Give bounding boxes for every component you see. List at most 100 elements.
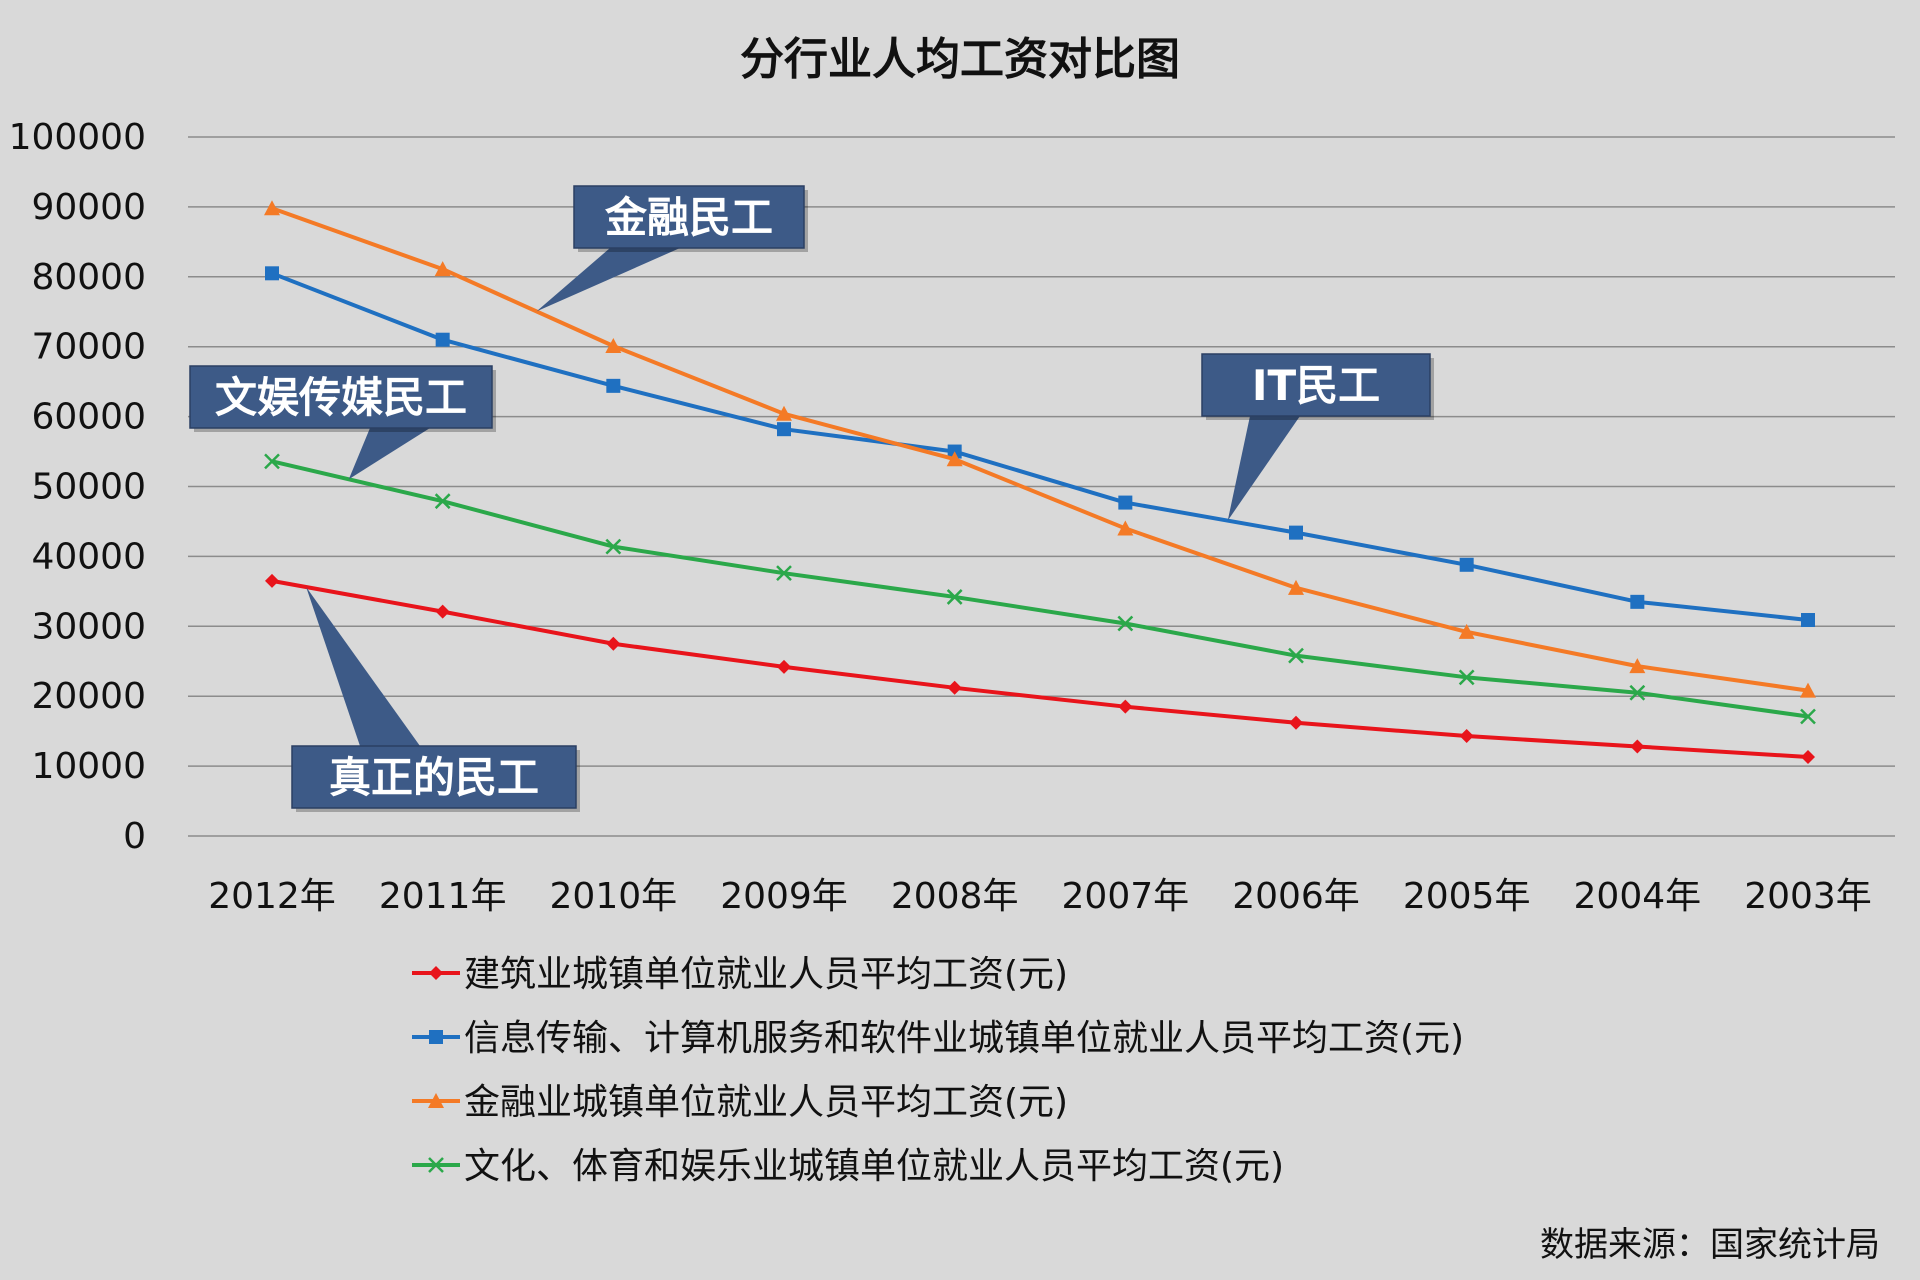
legend-label: 金融业城镇单位就业人员平均工资(元): [464, 1082, 1068, 1123]
data-point: [605, 338, 622, 354]
data-point: [264, 453, 280, 470]
callout: 真正的民工: [291, 587, 580, 812]
data-point: [1801, 750, 1815, 765]
data-point: [606, 378, 621, 393]
y-tick-label: 0: [123, 816, 146, 857]
data-point: [265, 266, 279, 281]
x-tick-label: 2009年: [720, 876, 848, 917]
data-point: [1630, 594, 1645, 609]
data-point: [265, 573, 279, 588]
y-tick-label: 100000: [9, 117, 146, 158]
y-tick-label: 50000: [31, 467, 146, 508]
data-point: [1459, 557, 1474, 572]
legend-swatch-marker: [428, 1157, 444, 1173]
data-point: [776, 405, 792, 421]
callout-box: [291, 745, 577, 809]
data-point: [777, 659, 791, 674]
data-point: [1629, 658, 1646, 674]
callout: IT民工: [1201, 353, 1434, 521]
data-point: [1117, 520, 1134, 536]
data-point: [1800, 708, 1816, 725]
callout-box: [189, 365, 493, 429]
chart-title: 分行业人均工资对比图: [740, 34, 1180, 85]
callout-pointer: [348, 428, 430, 480]
y-tick-label: 20000: [31, 676, 146, 717]
data-point: [435, 332, 450, 347]
y-tick-label: 60000: [31, 397, 146, 438]
data-point: [1288, 579, 1304, 595]
y-tick-label: 30000: [31, 606, 146, 647]
series-line: [271, 459, 1809, 719]
x-tick-label: 2010年: [550, 876, 678, 917]
legend-label: 信息传输、计算机服务和软件业城镇单位就业人员平均工资(元): [464, 1018, 1464, 1059]
y-axis: 0 10000 20000 30000 40000 50000 60000 70000 8000…: [9, 117, 146, 857]
x-tick-label: 2008年: [891, 876, 1019, 917]
legend-swatch-marker: [429, 1030, 443, 1044]
data-point: [434, 261, 451, 277]
legend: 建筑业城镇单位就业人员平均工资(元) 信息传输、计算机服务和软件业城镇单位就业人员…: [412, 954, 1464, 1187]
callout-box: [573, 185, 805, 249]
data-point: [946, 589, 963, 605]
callout-pointer: [1227, 416, 1300, 521]
series-line: [271, 271, 1809, 622]
data-point: [777, 422, 791, 437]
data-point: [1458, 669, 1475, 686]
x-tick-label: 2004年: [1574, 876, 1702, 917]
series-3: [264, 453, 1816, 725]
series-1: [265, 266, 1815, 628]
series-line: [271, 578, 1809, 760]
callout-box: [1201, 353, 1431, 417]
data-point: [1118, 495, 1133, 510]
data-point: [1117, 615, 1134, 632]
series-2: [264, 200, 1816, 698]
x-tick-label: 2005年: [1403, 876, 1531, 917]
data-point: [1801, 613, 1815, 628]
callout-pointer: [536, 248, 680, 312]
legend-swatch-marker: [428, 1093, 444, 1108]
legend-label: 建筑业城镇单位就业人员平均工资(元): [464, 954, 1068, 995]
legend-item: 信息传输、计算机服务和软件业城镇单位就业人员平均工资(元): [412, 1018, 1464, 1059]
x-tick-label: 2006年: [1232, 876, 1360, 917]
source-note: 数据来源：国家统计局: [1540, 1225, 1880, 1265]
data-point: [1629, 684, 1646, 701]
callout-label: 文娱传媒民工: [215, 373, 467, 422]
y-tick-label: 70000: [31, 327, 146, 368]
data-point: [1118, 699, 1133, 714]
callout: 文娱传媒民工: [189, 365, 496, 480]
x-tick-label: 2007年: [1062, 876, 1190, 917]
y-tick-label: 80000: [31, 257, 146, 298]
callout-label: 真正的民工: [329, 753, 539, 802]
data-point: [1458, 623, 1475, 639]
legend-item: 建筑业城镇单位就业人员平均工资(元): [412, 954, 1068, 995]
x-tick-label: 2012年: [208, 876, 336, 917]
data-point: [947, 680, 962, 695]
y-tick-label: 40000: [31, 536, 146, 577]
data-point: [946, 451, 963, 467]
data-point: [1289, 525, 1303, 540]
x-tick-label: 2011年: [379, 876, 507, 917]
data-point: [1288, 647, 1304, 664]
series-line: [271, 206, 1809, 693]
data-point: [606, 636, 621, 651]
series-0: [265, 573, 1815, 765]
y-tick-label: 10000: [31, 746, 146, 787]
data-point: [264, 200, 280, 216]
data-point: [1459, 729, 1474, 744]
data-point: [435, 604, 450, 619]
callout-pointer: [306, 587, 420, 746]
data-point: [776, 565, 792, 582]
legend-item: 金融业城镇单位就业人员平均工资(元): [412, 1082, 1068, 1123]
legend-swatch-marker: [429, 966, 443, 980]
callout-label: IT民工: [1252, 361, 1380, 410]
callout-label: 金融民工: [604, 193, 773, 242]
data-point: [1630, 739, 1645, 754]
x-tick-label: 2003年: [1744, 876, 1872, 917]
series-layer: [264, 200, 1816, 765]
legend-item: 文化、体育和娱乐业城镇单位就业人员平均工资(元): [412, 1146, 1284, 1187]
data-point: [605, 538, 622, 555]
legend-label: 文化、体育和娱乐业城镇单位就业人员平均工资(元): [464, 1146, 1284, 1187]
